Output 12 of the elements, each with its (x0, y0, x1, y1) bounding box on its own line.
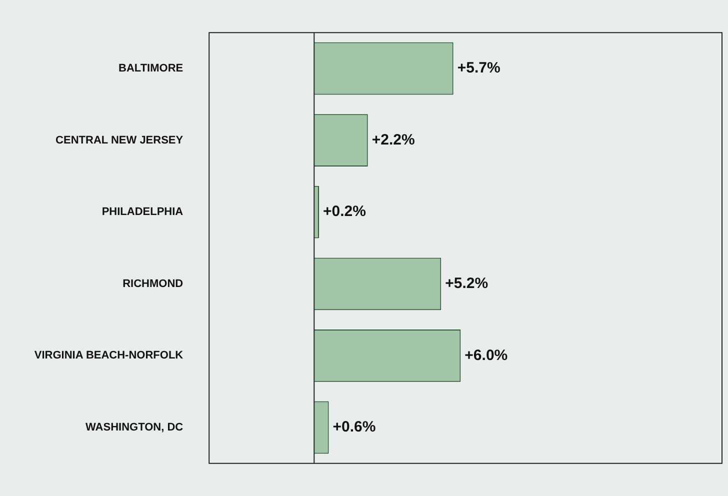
data-label: +6.0% (464, 346, 508, 364)
y-tick-label: CENTRAL NEW JERSEY (56, 134, 184, 146)
data-label: +2.2% (372, 131, 415, 148)
y-tick-label: VIRGINIA BEACH-NORFOLK (34, 350, 184, 362)
y-tick-label: WASHINGTON, DC (86, 422, 184, 434)
data-label: +0.2% (323, 203, 366, 220)
y-tick-label: PHILADELPHIA (102, 206, 184, 218)
data-label: +0.6% (332, 418, 376, 436)
y-tick-label: BALTIMORE (118, 62, 184, 75)
data-label: +5.2% (445, 275, 488, 292)
y-tick-label: RICHMOND (122, 278, 184, 290)
data-label: +5.7% (457, 60, 500, 77)
